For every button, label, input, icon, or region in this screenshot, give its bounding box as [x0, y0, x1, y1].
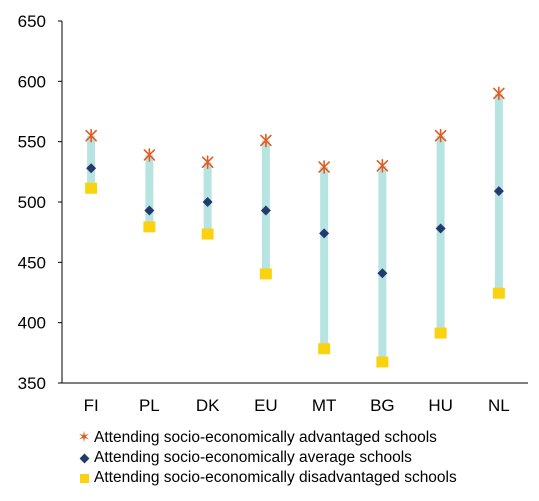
- average-point: [86, 163, 97, 174]
- y-tick-label: 450: [18, 253, 46, 272]
- disadvantaged-point: [85, 182, 98, 194]
- advantaged-point: [260, 133, 272, 148]
- disadvantaged-point: [143, 221, 156, 233]
- diamond-marker-icon: [78, 451, 90, 465]
- average-point: [493, 186, 504, 197]
- disadvantaged-point: [492, 287, 505, 299]
- advantaged-point: [201, 155, 214, 169]
- y-tick-labels: 350 400 450 500 550 600 650: [18, 12, 46, 393]
- average-point: [435, 223, 446, 234]
- advantaged-point: [143, 148, 156, 162]
- legend: ✶ Attending socio-economically advantage…: [78, 428, 457, 488]
- disadvantaged-point: [376, 356, 389, 368]
- x-star-marker-icon: ✶: [77, 429, 91, 446]
- advantaged-point: [318, 160, 330, 174]
- axes: [58, 20, 528, 384]
- legend-label-average: Attending socio-economically average sch…: [94, 449, 412, 466]
- disadvantaged-point: [318, 343, 331, 355]
- x-tick-label: EU: [254, 396, 278, 415]
- legend-item-disadvantaged: Attending socio-economically disadvantag…: [78, 468, 457, 488]
- x-tick-labels: FI PL DK EU MT BG HU NL: [84, 396, 510, 415]
- range-bar: [320, 167, 329, 350]
- disadvantaged-point: [201, 228, 214, 240]
- average-point: [202, 197, 213, 207]
- advantaged-point: [376, 159, 389, 173]
- average-point: [260, 205, 271, 216]
- y-tick-label: 550: [18, 133, 46, 152]
- legend-label-advantaged: Attending socio-economically advantaged …: [94, 429, 437, 446]
- y-tick-label: 500: [18, 193, 46, 212]
- x-tick-label: BG: [370, 396, 395, 415]
- legend-label-disadvantaged: Attending socio-economically disadvantag…: [94, 469, 457, 486]
- average-point: [319, 228, 330, 239]
- x-tick-label: DK: [196, 396, 220, 415]
- y-tick-label: 400: [18, 314, 46, 333]
- average-point: [377, 268, 388, 279]
- advantaged-point: [85, 128, 97, 143]
- disadvantaged-point: [259, 268, 272, 280]
- advantaged-point: [493, 86, 505, 101]
- advantaged-point: [434, 128, 447, 143]
- range-bar: [87, 135, 96, 189]
- x-tick-label: NL: [488, 396, 510, 415]
- data-markers: [85, 86, 505, 368]
- disadvantaged-point: [434, 327, 447, 339]
- legend-item-average: Attending socio-economically average sch…: [78, 448, 457, 468]
- x-tick-label: FI: [84, 396, 99, 415]
- average-point: [144, 205, 155, 216]
- range-bar: [436, 135, 445, 334]
- y-tick-label: 350: [18, 374, 46, 393]
- x-tick-label: PL: [139, 396, 160, 415]
- square-marker-icon: [78, 471, 90, 485]
- y-tick-label: 650: [18, 12, 46, 31]
- range-bar: [378, 165, 387, 363]
- x-tick-label: HU: [428, 396, 453, 415]
- y-tick-label: 600: [18, 72, 46, 91]
- x-tick-label: MT: [312, 396, 337, 415]
- legend-item-advantaged: ✶ Attending socio-economically advantage…: [78, 428, 457, 448]
- chart: 350 400 450 500 550 600 650 FI PL DK EU MT BG HU NL: [18, 12, 528, 415]
- range-bar: [145, 154, 154, 228]
